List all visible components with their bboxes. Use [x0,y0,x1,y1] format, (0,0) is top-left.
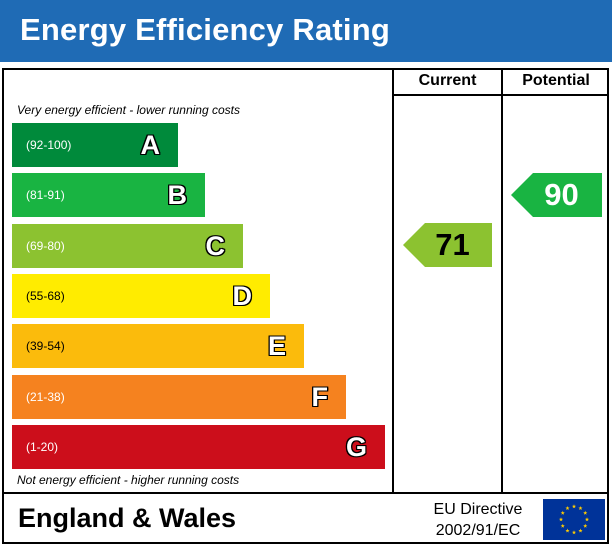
eu-star-icon [578,506,583,511]
current-rating-value: 71 [435,227,470,263]
band-letter-f: F [311,381,329,412]
column-header-potential: Potential [522,72,590,89]
band-range-a: (92-100) [26,138,72,152]
band-bar-b: (81-91) B [12,173,205,218]
eu-star-icon [565,528,570,533]
eu-star-icon [571,504,577,509]
band-letter-e: E [267,331,286,362]
column-header-current: Current [418,72,477,89]
band-letter-c: C [205,230,226,261]
band-range-f: (21-38) [26,389,65,404]
band-bar-a: (92-100) A [12,123,178,167]
directive-line-2: 2002/91/EC [435,522,521,539]
eu-star-icon [583,510,588,515]
potential-arrow-shape [511,172,602,217]
band-range-g: (1-20) [26,439,59,454]
rating-table [2,68,609,544]
page-title: Energy Efficiency Rating [20,12,391,47]
band-bar-g: (1-20) G [12,424,385,469]
band-range-c: (69-80) [26,238,65,253]
divider-potential [501,68,503,493]
band-bar-f: (21-38) F [12,374,346,419]
header-bar: Energy Efficiency Rating [0,0,612,62]
eu-star-icon [583,523,588,528]
band-letter-g: G [345,431,367,462]
band-bar-e: (39-54) E [12,324,304,369]
current-arrow-shape [403,223,492,268]
potential-rating-value: 90 [544,176,579,212]
band-range-b: (81-91) [26,188,65,203]
directive-line-1: EU Directive [433,501,523,518]
band-letter-a: A [140,130,161,160]
current-arrow-body [403,223,492,268]
eu-directive: EU Directive 2002/91/EC [418,499,538,541]
eu-flag-icon [543,499,605,540]
eu-star-icon [558,517,564,522]
band-bar-d: (55-68) D [12,273,270,318]
note-efficient: Very energy efficient - lower running co… [17,103,240,117]
band-range-d: (55-68) [26,288,65,303]
header-divider [392,94,609,96]
band-bar-c: (69-80) C [12,223,243,268]
eu-star-icon [560,510,565,515]
eu-star-icon [578,528,583,533]
eu-star-icon [571,530,577,535]
potential-rating-arrow: 90 [511,172,602,217]
eu-star-icon [560,523,565,528]
note-inefficient: Not energy efficient - higher running co… [17,473,240,487]
eu-star-icon [584,517,590,522]
band-range-e: (39-54) [26,339,65,354]
footer-divider [2,492,609,494]
current-rating-arrow: 71 [403,223,492,268]
band-letter-b: B [167,180,188,211]
divider-current [392,68,394,493]
potential-arrow-body [511,172,602,217]
band-letter-d: D [232,280,253,311]
region-label: England & Wales [18,503,237,533]
eu-star-icon [565,506,570,511]
